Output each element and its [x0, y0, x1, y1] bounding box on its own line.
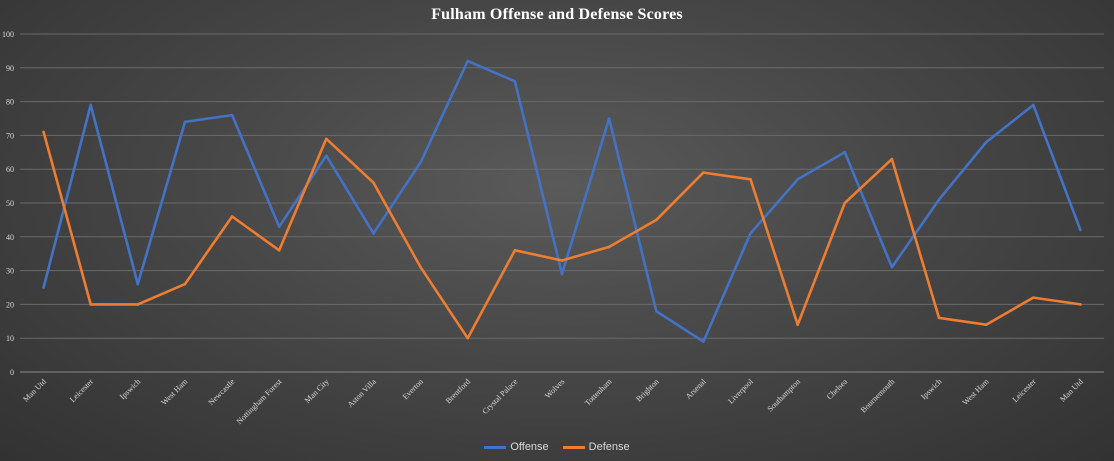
data-point-defense [749, 178, 752, 181]
legend-label-offense: Offense [510, 441, 549, 453]
data-point-defense [466, 336, 470, 340]
y-tick-label: 100 [2, 30, 14, 39]
data-point-defense [607, 245, 611, 249]
y-tick-label: 30 [6, 267, 14, 276]
y-tick-label: 10 [6, 334, 14, 343]
data-point-offense [1032, 103, 1035, 107]
data-point-defense [277, 249, 281, 252]
y-tick-label: 90 [6, 64, 14, 73]
data-point-defense [325, 137, 328, 141]
data-point-offense [230, 113, 234, 117]
x-tick-label: Chelsea [825, 377, 850, 402]
x-tick-label: Crystal Palace [480, 377, 519, 416]
legend-item-defense: Defense [562, 441, 630, 453]
x-tick-label: Man Utd [21, 377, 48, 404]
data-point-offense [890, 265, 894, 269]
y-tick-label: 20 [6, 300, 14, 309]
x-tick-label: Man City [303, 377, 331, 405]
legend-swatch-defense [562, 445, 585, 449]
x-tick-label: West Ham [961, 377, 991, 407]
data-point-defense [419, 265, 422, 269]
series-line-defense [42, 130, 1082, 340]
data-point-offense [419, 161, 422, 164]
data-point-offense [466, 59, 470, 63]
data-point-offense [513, 80, 517, 83]
data-point-defense [183, 282, 187, 286]
x-tick-label: Everton [401, 377, 425, 401]
x-tick-label: Liverpool [726, 377, 755, 406]
chart-title: Fulham Offense and Defense Scores [431, 6, 683, 23]
data-point-offense [372, 232, 375, 235]
data-point-defense [372, 181, 375, 185]
data-point-offense [749, 232, 752, 235]
data-point-offense [277, 225, 281, 228]
series-line-offense [42, 59, 1082, 343]
data-point-offense [843, 151, 847, 154]
data-point-defense [1032, 296, 1035, 299]
legend: Offense Defense [0, 441, 1114, 453]
data-point-offense [702, 340, 705, 343]
x-tick-label: Brighton [634, 377, 660, 403]
x-tick-label: West Ham [159, 377, 189, 407]
data-point-defense [560, 259, 564, 262]
data-point-offense [1079, 228, 1082, 232]
x-tick-label: Brentford [444, 377, 472, 405]
legend-label-defense: Defense [588, 441, 630, 453]
data-point-defense [654, 218, 658, 222]
data-point-offense [607, 117, 611, 120]
x-tick-label: Newcastle [207, 377, 237, 407]
data-point-offense [560, 272, 564, 276]
y-tick-label: 50 [6, 199, 14, 208]
data-point-offense [937, 198, 941, 201]
data-point-offense [654, 309, 658, 313]
data-point-offense [183, 120, 187, 124]
data-point-defense [984, 323, 988, 326]
y-tick-label: 70 [6, 131, 14, 140]
data-point-offense [796, 178, 799, 181]
data-point-defense [136, 303, 140, 306]
data-point-defense [796, 323, 799, 326]
data-point-defense [42, 130, 45, 134]
data-point-defense [702, 171, 705, 174]
y-tick-label: 60 [6, 165, 14, 174]
data-point-defense [89, 303, 92, 306]
data-point-defense [890, 157, 894, 161]
y-tick-label: 0 [10, 368, 14, 377]
data-point-offense [89, 103, 92, 107]
x-tick-label: Nottingham Forest [235, 377, 284, 426]
x-tick-label: Ipswich [118, 377, 142, 401]
x-tick-label: Leicester [68, 377, 95, 404]
data-point-offense [325, 154, 328, 157]
x-tick-label: Arsenal [684, 377, 709, 402]
x-tick-label: Leicester [1011, 377, 1038, 404]
data-point-offense [136, 282, 140, 286]
data-point-offense [42, 286, 45, 289]
x-tick-label: Southampton [766, 377, 803, 414]
x-tick-label: Ipswich [919, 377, 943, 401]
x-tick-label: Aston Villa [346, 377, 378, 409]
legend-item-offense: Offense [484, 441, 549, 453]
data-point-defense [1079, 303, 1082, 306]
x-tick-label: Bournemouth [859, 377, 896, 414]
legend-swatch-offense [484, 445, 507, 449]
y-tick-label: 40 [6, 233, 14, 242]
x-tick-label: Tottenham [583, 377, 614, 408]
data-point-defense [843, 201, 847, 205]
data-point-offense [984, 140, 988, 144]
x-tick-label: Man Utd [1058, 377, 1085, 404]
data-point-defense [937, 316, 941, 320]
data-point-defense [230, 215, 234, 218]
x-tick-label: Wolves [543, 377, 566, 400]
y-tick-label: 80 [6, 98, 14, 107]
data-point-defense [513, 249, 517, 252]
